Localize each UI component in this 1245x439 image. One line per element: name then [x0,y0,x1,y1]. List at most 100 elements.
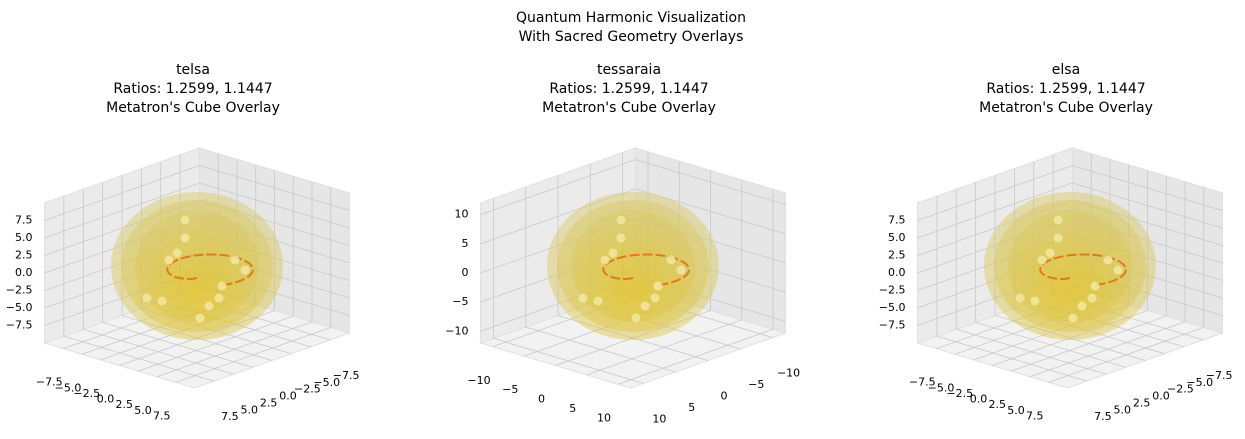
x-tick-label: 5 [569,402,576,415]
sphere-layer [135,210,259,322]
overlay-point [1077,301,1087,311]
overlay-point [650,293,660,303]
z-tick-label: 7.5 [15,214,33,227]
x-tick-label: 10 [597,411,611,424]
z-tick-label: −7.5 [879,319,906,332]
overlay-point [204,301,214,311]
y-tick-label: 2.5 [1133,396,1151,409]
x-tick-label: 0.0 [970,393,988,406]
overlay-point [631,313,641,323]
y-tick-label: −5.0 [313,376,340,389]
z-tick-label: 5 [462,237,469,250]
z-tick-label: −10 [445,324,468,337]
subplot-title: tessaraia [597,62,661,78]
overlay-point [1053,215,1063,225]
y-tick-label: 7.5 [1094,410,1112,423]
spiral [602,253,690,287]
overlay-point [240,265,250,275]
x-tick-label: −2.5 [73,387,100,400]
subplot-title: Metatron's Cube Overlay [979,100,1153,116]
overlay-point [676,265,686,275]
overlay-point [195,313,205,323]
overlay-point [600,255,610,265]
z-tick-label: 0 [462,266,469,279]
overlay-point [616,215,626,225]
subplot: tessaraia Ratios: 1.2599, 1.1447 Metatron'… [445,62,800,425]
overlay-point [640,301,650,311]
x-tick-label: 0.0 [97,393,115,406]
overlay-point [1068,313,1078,323]
sphere-layer [571,210,695,322]
grid-line [635,159,786,206]
figure-title: With Sacred Geometry Overlays [519,29,744,45]
overlay-point [1053,233,1063,243]
y-tick-label: −5.0 [1186,376,1213,389]
y-tick-label: 7.5 [221,410,239,423]
overlay-point [593,296,603,306]
grid-line [956,328,1107,375]
spiral [166,253,254,287]
subplot-title: Ratios: 1.2599, 1.1447 [113,81,272,97]
overlay-point [1087,293,1097,303]
x-tick-label: −7.5 [909,376,936,389]
overlay-point [164,255,174,265]
z-tick-label: 7.5 [888,214,906,227]
subplot: elsa Ratios: 1.2599, 1.1447 Metatron's Cub… [879,62,1233,423]
x-tick-label: 2.5 [989,398,1007,411]
z-tick-label: 5.0 [888,231,906,244]
y-tick-label: −5 [748,378,764,391]
grid-line [493,338,644,384]
spiral [1039,253,1127,287]
x-tick-label: −2.5 [946,387,973,400]
overlay-point [142,293,152,303]
z-tick-label: −5.0 [879,301,906,314]
z-tick-label: −5.0 [6,301,33,314]
overlay-point [180,215,190,225]
z-tick-label: 0.0 [888,266,906,279]
y-tick-label: 0 [721,390,728,403]
z-tick-label: −2.5 [6,284,33,297]
z-tick-label: 5.0 [15,231,33,244]
x-tick-label: 5.0 [134,404,152,417]
overlay-point [1030,296,1040,306]
x-tick-label: −10 [467,374,490,387]
subplot-title: elsa [1052,62,1080,78]
z-tick-label: −5 [452,295,468,308]
overlay-point [157,296,167,306]
grid-line [1072,165,1223,211]
overlay-point [217,281,227,291]
grid-line [83,328,234,375]
x-tick-label: 2.5 [116,398,134,411]
z-tick-label: −7.5 [6,319,33,332]
y-tick-label: 0.0 [279,390,297,403]
overlay-point [653,281,663,291]
z-tick-label: 2.5 [888,249,906,262]
overlay-point [1103,255,1113,265]
y-tick-label: 10 [652,412,666,425]
y-tick-label: 0.0 [1152,390,1170,403]
sphere-layer [1008,210,1132,322]
subplot: telsa Ratios: 1.2599, 1.1447 Metatron's Cu… [6,62,360,423]
overlay-point [608,248,618,258]
overlay-point [578,293,588,303]
overlay-point [180,233,190,243]
y-tick-label: 2.5 [260,396,278,409]
x-tick-label: −5.0 [928,381,955,394]
grid-line [917,165,1073,221]
y-tick-label: −7.5 [1206,369,1233,382]
x-tick-label: −5.0 [55,381,82,394]
y-tick-label: 5.0 [1114,403,1132,416]
overlay-point [616,233,626,243]
overlay-point [214,293,224,303]
z-tick-label: 10 [455,208,469,221]
y-tick-label: 5 [688,401,695,414]
grid-line [1072,182,1223,229]
subplot-title: Metatron's Cube Overlay [106,100,280,116]
overlay-point [1045,248,1055,258]
x-tick-label: 0 [538,393,545,406]
subplot-title: Metatron's Cube Overlay [542,100,716,116]
grid-line [936,335,1087,382]
grid-line [525,326,676,373]
y-tick-label: −7.5 [333,369,360,382]
